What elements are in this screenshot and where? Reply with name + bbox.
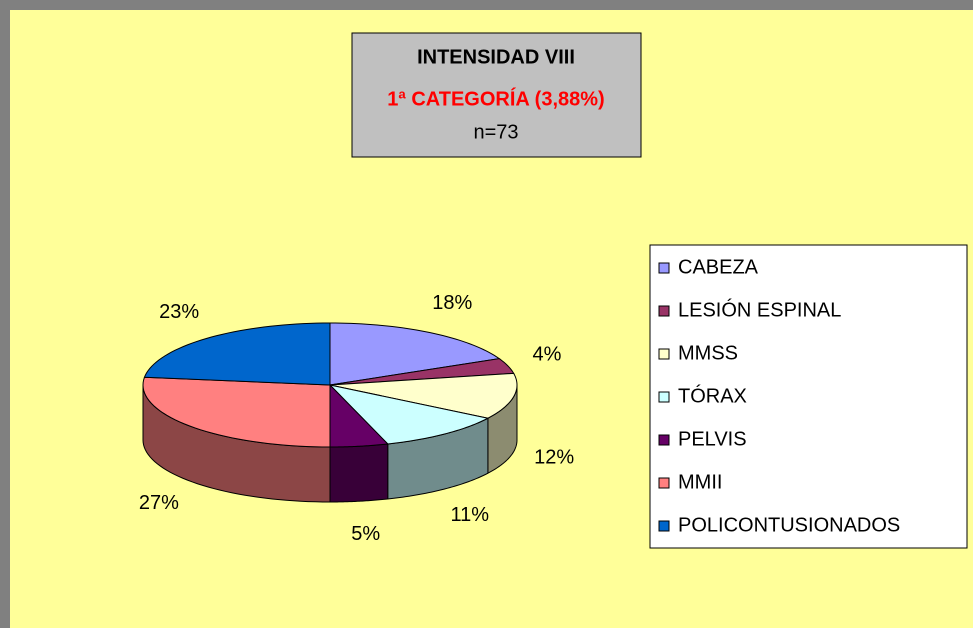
- slice-side: [329, 443, 389, 503]
- legend-swatch: [658, 262, 670, 274]
- legend-swatch: [658, 434, 670, 446]
- legend-label: CABEZA: [678, 256, 759, 278]
- data-label: 12%: [534, 446, 574, 468]
- slice: [329, 358, 515, 386]
- slice: [329, 383, 389, 448]
- legend-swatch: [658, 348, 670, 360]
- slice: [142, 376, 331, 448]
- data-label: 11%: [451, 504, 490, 526]
- title-box: [351, 32, 642, 158]
- chart-note: n=73: [473, 121, 518, 143]
- data-label: 27%: [139, 492, 179, 514]
- chart-title: INTENSIDAD VIII: [417, 46, 575, 68]
- legend-swatch: [658, 305, 670, 317]
- legend-swatch: [658, 477, 670, 489]
- data-label: 23%: [159, 301, 199, 323]
- legend-label: PELVIS: [678, 428, 747, 450]
- legend-label: POLICONTUSIONADOS: [678, 514, 900, 536]
- legend-swatch: [658, 391, 670, 403]
- slice: [328, 384, 490, 445]
- slice: [329, 372, 518, 419]
- chart-subtitle: 1ª CATEGORÍA (3,88%): [387, 87, 604, 110]
- legend-box: [649, 244, 968, 549]
- legend-swatch: [658, 520, 670, 532]
- data-label: 18%: [432, 292, 472, 314]
- legend-label: LESIÓN ESPINAL: [678, 298, 841, 321]
- legend-label: MMSS: [678, 342, 738, 364]
- legend-label: MMII: [678, 471, 722, 493]
- data-label: 5%: [351, 523, 380, 545]
- data-label: 4%: [533, 344, 562, 366]
- slice: [329, 322, 501, 386]
- slice: [143, 322, 331, 386]
- legend-label: TÓRAX: [678, 384, 747, 407]
